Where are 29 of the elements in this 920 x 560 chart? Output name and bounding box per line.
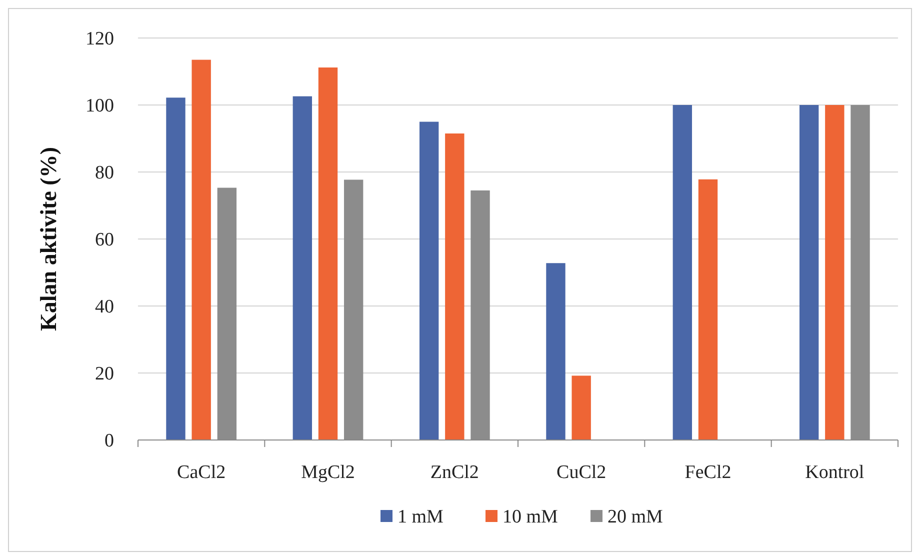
y-tick-label: 40	[95, 296, 114, 318]
y-axis-title: Kalan aktivite (%)	[36, 147, 61, 331]
bar	[318, 67, 338, 440]
y-tick-label: 80	[95, 162, 114, 184]
y-tick-label: 20	[95, 364, 114, 385]
legend-label: 20 mM	[608, 506, 664, 528]
bar	[445, 133, 464, 440]
x-tick-label: ZnCl2	[430, 462, 479, 483]
y-tick-label: 0	[104, 430, 114, 452]
bar	[672, 105, 692, 440]
y-tick-label: 100	[86, 96, 114, 117]
bar	[419, 122, 439, 440]
bar	[192, 60, 211, 440]
x-tick-label: CuCl2	[556, 462, 606, 483]
bar	[799, 105, 819, 440]
bar	[572, 376, 591, 440]
y-tick-label: 120	[86, 28, 114, 50]
bar	[698, 179, 718, 440]
legend-label: 10 mM	[502, 506, 558, 528]
x-tick-label: Kontrol	[805, 462, 864, 483]
bar	[166, 98, 186, 440]
x-tick-label: FeCl2	[684, 462, 732, 483]
legend-label: 1 mM	[398, 506, 444, 528]
x-tick-label: CaCl2	[177, 462, 226, 483]
x-tick-label: MgCl2	[301, 462, 355, 483]
bar	[825, 105, 844, 440]
y-tick-label: 60	[95, 230, 114, 251]
bar	[292, 96, 312, 440]
bar	[546, 263, 566, 440]
